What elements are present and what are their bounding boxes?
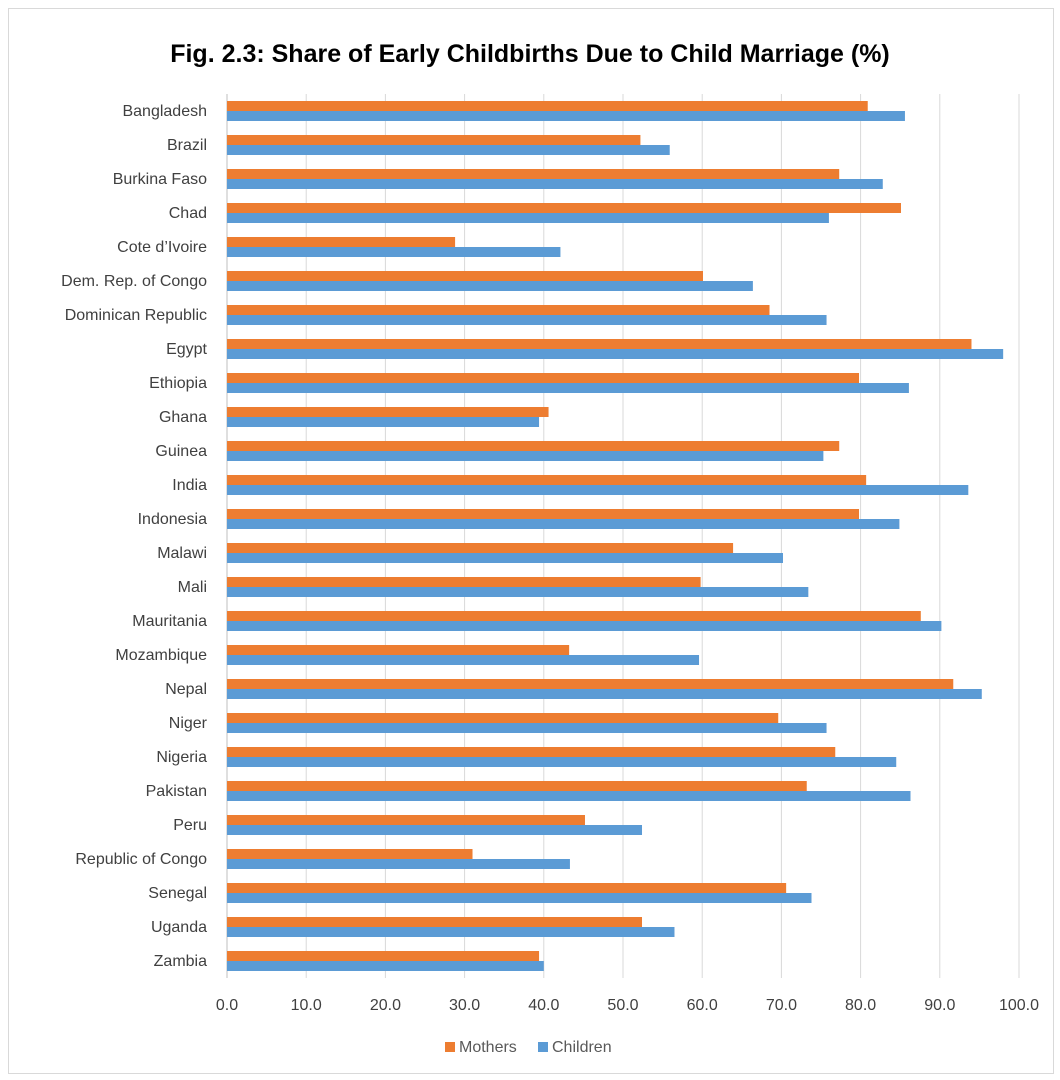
bar-mothers [227, 917, 643, 927]
bar-mothers [227, 407, 549, 417]
bar-children [227, 383, 909, 393]
bar-mothers [227, 611, 921, 621]
chart-frame [8, 8, 1054, 1074]
legend-swatch-children [538, 1042, 548, 1052]
x-tick-label: 40.0 [528, 997, 559, 1014]
category-label: Egypt [166, 341, 207, 358]
legend-swatch-mothers [445, 1042, 455, 1052]
bar-mothers [227, 951, 540, 961]
category-label: Dem. Rep. of Congo [61, 273, 207, 290]
bar-children [227, 213, 829, 223]
category-label: Uganda [151, 919, 207, 936]
bar-children [227, 757, 897, 767]
bar-children [227, 723, 827, 733]
category-label: Peru [173, 817, 207, 834]
bar-children [227, 961, 544, 971]
category-label: Dominican Republic [65, 307, 207, 324]
bar-mothers [227, 781, 807, 791]
bar-children [227, 927, 675, 937]
bar-mothers [227, 815, 585, 825]
bar-mothers [227, 849, 473, 859]
bar-children [227, 451, 824, 461]
bar-mothers [227, 339, 972, 349]
x-tick-label: 20.0 [370, 997, 401, 1014]
category-label: Niger [169, 715, 208, 732]
category-label: India [172, 477, 207, 494]
bar-mothers [227, 441, 840, 451]
category-label: Zambia [154, 953, 207, 970]
bar-mothers [227, 373, 860, 383]
bar-children [227, 247, 561, 257]
bar-mothers [227, 305, 770, 315]
category-label: Senegal [148, 885, 207, 902]
bar-children [227, 349, 1004, 359]
category-label: Mozambique [115, 647, 207, 664]
bar-children [227, 485, 969, 495]
bar-mothers [227, 543, 734, 553]
bar-mothers [227, 169, 840, 179]
category-label: Mauritania [132, 613, 207, 630]
x-tick-label: 50.0 [607, 997, 638, 1014]
category-label: Brazil [167, 137, 207, 154]
bar-children [227, 179, 883, 189]
category-label: Cote d’Ivoire [117, 239, 207, 256]
bar-mothers [227, 271, 703, 281]
bar-children [227, 621, 942, 631]
legend-label-children: Children [552, 1039, 612, 1056]
bar-children [227, 111, 905, 121]
category-label: Mali [178, 579, 207, 596]
x-tick-label: 0.0 [216, 997, 238, 1014]
category-label: Ethiopia [149, 375, 207, 392]
bar-children [227, 859, 570, 869]
bar-children [227, 417, 540, 427]
x-tick-label: 60.0 [687, 997, 718, 1014]
bar-mothers [227, 679, 954, 689]
bar-mothers [227, 713, 779, 723]
bar-mothers [227, 475, 867, 485]
x-tick-label: 80.0 [845, 997, 876, 1014]
x-tick-label: 90.0 [924, 997, 955, 1014]
bar-children [227, 893, 812, 903]
category-label: Nepal [165, 681, 207, 698]
bar-mothers [227, 135, 641, 145]
x-tick-label: 70.0 [766, 997, 797, 1014]
bar-children [227, 553, 783, 563]
bar-children [227, 587, 809, 597]
bar-mothers [227, 577, 701, 587]
category-label: Burkina Faso [113, 171, 207, 188]
bar-mothers [227, 747, 836, 757]
bar-children [227, 791, 911, 801]
category-label: Nigeria [156, 749, 207, 766]
chart-title: Fig. 2.3: Share of Early Childbirths Due… [170, 40, 890, 68]
category-label: Chad [169, 205, 207, 222]
bar-mothers [227, 203, 901, 213]
bar-children [227, 689, 982, 699]
category-label: Indonesia [138, 511, 207, 528]
bar-children [227, 281, 753, 291]
category-label: Bangladesh [122, 103, 207, 120]
category-label: Guinea [155, 443, 207, 460]
bar-mothers [227, 237, 456, 247]
x-tick-label: 10.0 [291, 997, 322, 1014]
bar-children [227, 315, 827, 325]
bar-children [227, 655, 700, 665]
category-label: Republic of Congo [75, 851, 207, 868]
bar-children [227, 825, 643, 835]
bar-mothers [227, 645, 570, 655]
bar-children [227, 145, 670, 155]
x-tick-label: 30.0 [449, 997, 480, 1014]
category-label: Pakistan [146, 783, 207, 800]
category-label: Malawi [157, 545, 207, 562]
x-tick-label: 100.0 [999, 997, 1039, 1014]
bar-mothers [227, 101, 868, 111]
bar-mothers [227, 883, 787, 893]
bar-children [227, 519, 900, 529]
bar-mothers [227, 509, 860, 519]
legend-label-mothers: Mothers [459, 1039, 517, 1056]
category-label: Ghana [159, 409, 207, 426]
